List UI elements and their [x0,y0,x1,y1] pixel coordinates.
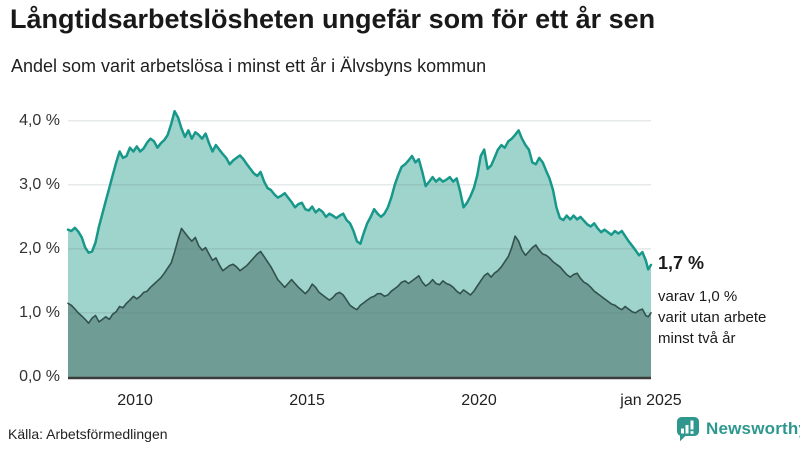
y-tick-1,0 %: 1,0 % [19,303,60,321]
newsworthy-brand-label: Newsworthy [706,419,800,438]
chart-subtitle: Andel som varit arbetslösa i minst ett å… [11,56,487,76]
x-tick-2015: 2015 [289,392,325,409]
y-tick-4,0 %: 4,0 % [19,111,60,129]
newsworthy-brand[interactable]: Newsworthy [676,416,800,442]
subseries-note-line1: varav 1,0 % [658,288,738,305]
series-line-minst-tva-ar [67,227,652,325]
x-tick-2010: 2010 [117,392,153,409]
y-tick-2,0 %: 2,0 % [19,239,60,257]
series-line-minst-ett-ar [66,109,653,271]
subseries-note-line3: minst två år [658,330,736,347]
source-credit: Källa: Arbetsförmedlingen [8,426,168,442]
y-tick-0,0 %: 0,0 % [19,368,60,385]
area-fill-minst-tva-ar [68,228,651,377]
subseries-note-line2: varit utan arbete [658,309,767,326]
x-tick-jan 2025: jan 2025 [620,392,682,409]
y-tick-3,0 %: 3,0 % [19,175,60,193]
x-tick-2020: 2020 [461,392,497,409]
page-title: Långtidsarbetslösheten ungefär som för e… [10,4,656,34]
newsworthy-logo-icon [677,417,699,442]
end-value-annotation: 1,7 % varav 1,0 % varit utan arbete mins… [658,253,766,349]
total-end-value: 1,7 % [658,253,705,273]
